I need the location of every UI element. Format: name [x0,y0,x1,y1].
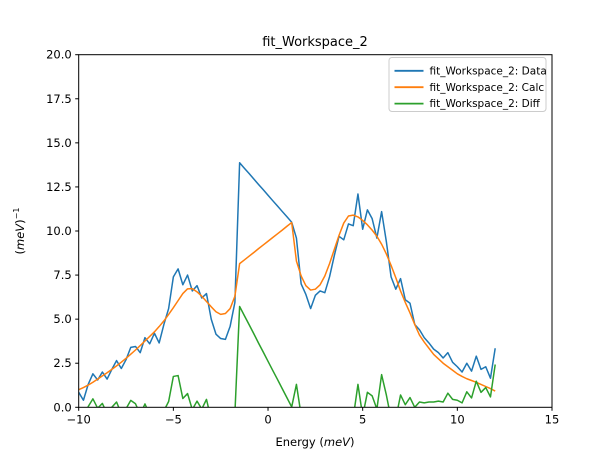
series-lines [78,162,496,408]
chart-title: fit_Workspace_2 [262,35,368,50]
plot-area: −10 −5 0 5 10 15 0.0 2.5 5.0 7.5 10.0 12.5 15.0 17.5 2… [46,48,560,427]
legend-label-data: fit_Workspace_2: Data [430,65,547,77]
y-axis-label: (meV)−1 [12,208,27,255]
series-line-diff [87,305,496,408]
x-tick-label: 10 [450,412,465,426]
x-tick-label: −5 [165,412,182,426]
y-tick-label: 5.0 [53,312,71,326]
legend-label-calc: fit_Workspace_2: Calc [430,82,545,94]
y-tick-label: 12.5 [46,180,72,194]
series-line-data [78,162,496,401]
x-axis-label: Energy (meV) [275,435,354,449]
y-tick-label: 10.0 [46,224,72,238]
y-tick-label: 15.0 [46,136,72,150]
x-tick-label: 15 [545,412,560,426]
y-tick-label: 0.0 [53,400,71,414]
legend: fit_Workspace_2: Data fit_Workspace_2: Ca… [388,57,547,112]
y-tick-label: 7.5 [53,268,71,282]
axes-background [78,54,552,408]
x-tick-label: 0 [264,412,271,426]
y-tick-label: 20.0 [46,48,72,62]
x-tick-label: 5 [359,412,366,426]
y-tick-label: 2.5 [53,356,71,370]
series-line-calc [78,214,496,392]
x-tick-label: −10 [67,412,91,426]
y-tick-label: 17.5 [46,92,72,106]
legend-label-diff: fit_Workspace_2: Diff [430,98,541,110]
legend-box [388,57,547,112]
